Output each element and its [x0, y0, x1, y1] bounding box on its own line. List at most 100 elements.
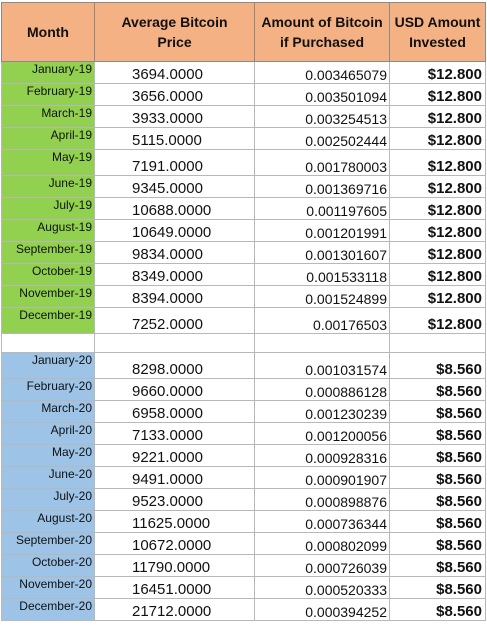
usd-invested-header[interactable]: USD Amount Invested [389, 2, 486, 62]
average-price-cell[interactable]: 8394.0000 [94, 285, 255, 308]
bitcoin-amount-cell[interactable]: 0.001200056 [254, 422, 390, 445]
month-cell[interactable]: December-19 [1, 307, 95, 334]
average-price-cell[interactable]: 9660.0000 [94, 378, 255, 401]
bitcoin-amount-header[interactable]: Amount of Bitcoin if Purchased [254, 2, 390, 62]
usd-invested-cell[interactable]: $12.800 [389, 307, 486, 334]
average-price-cell[interactable]: 8298.0000 [94, 352, 255, 379]
usd-invested-cell[interactable]: $12.800 [389, 83, 486, 106]
bitcoin-amount-cell[interactable]: 0.000901907 [254, 466, 390, 489]
empty-cell[interactable] [389, 333, 486, 353]
month-cell[interactable]: December-20 [1, 598, 95, 621]
month-header[interactable]: Month [1, 2, 95, 62]
bitcoin-amount-cell[interactable]: 0.000898876 [254, 488, 390, 511]
month-cell[interactable]: October-20 [1, 554, 95, 577]
usd-invested-cell[interactable]: $12.800 [389, 175, 486, 198]
month-cell[interactable]: July-19 [1, 197, 95, 220]
average-price-cell[interactable]: 3656.0000 [94, 83, 255, 106]
average-price-cell[interactable]: 9345.0000 [94, 175, 255, 198]
bitcoin-amount-cell[interactable]: 0.000802099 [254, 532, 390, 555]
month-cell[interactable]: November-20 [1, 576, 95, 599]
month-cell[interactable]: March-20 [1, 400, 95, 423]
empty-cell[interactable] [94, 333, 255, 353]
bitcoin-amount-cell[interactable]: 0.001780003 [254, 149, 390, 176]
usd-invested-cell[interactable]: $8.560 [389, 466, 486, 489]
month-cell[interactable]: May-19 [1, 149, 95, 176]
bitcoin-amount-cell[interactable]: 0.000736344 [254, 510, 390, 533]
usd-invested-cell[interactable]: $12.800 [389, 219, 486, 242]
average-price-cell[interactable]: 5115.0000 [94, 127, 255, 150]
average-price-cell[interactable]: 10649.0000 [94, 219, 255, 242]
month-cell[interactable]: October-19 [1, 263, 95, 286]
bitcoin-amount-cell[interactable]: 0.003501094 [254, 83, 390, 106]
month-cell[interactable]: September-20 [1, 532, 95, 555]
bitcoin-amount-cell[interactable]: 0.001201991 [254, 219, 390, 242]
average-price-cell[interactable]: 10688.0000 [94, 197, 255, 220]
month-cell[interactable]: August-19 [1, 219, 95, 242]
usd-invested-cell[interactable]: $8.560 [389, 444, 486, 467]
bitcoin-amount-cell[interactable]: 0.001369716 [254, 175, 390, 198]
average-price-cell[interactable]: 9491.0000 [94, 466, 255, 489]
bitcoin-amount-cell[interactable]: 0.000520333 [254, 576, 390, 599]
average-price-cell[interactable]: 8349.0000 [94, 263, 255, 286]
empty-cell[interactable] [254, 333, 390, 353]
usd-invested-cell[interactable]: $8.560 [389, 576, 486, 599]
average-price-cell[interactable]: 6958.0000 [94, 400, 255, 423]
average-price-cell[interactable]: 7252.0000 [94, 307, 255, 334]
usd-invested-cell[interactable]: $8.560 [389, 378, 486, 401]
usd-invested-cell[interactable]: $12.800 [389, 105, 486, 128]
usd-invested-cell[interactable]: $8.560 [389, 422, 486, 445]
usd-invested-cell[interactable]: $8.560 [389, 400, 486, 423]
bitcoin-amount-cell[interactable]: 0.000928316 [254, 444, 390, 467]
average-price-cell[interactable]: 7191.0000 [94, 149, 255, 176]
average-price-cell[interactable]: 21712.0000 [94, 598, 255, 621]
usd-invested-cell[interactable]: $12.800 [389, 241, 486, 264]
month-cell[interactable]: May-20 [1, 444, 95, 467]
usd-invested-cell[interactable]: $12.800 [389, 197, 486, 220]
average-price-cell[interactable]: 10672.0000 [94, 532, 255, 555]
month-cell[interactable]: January-20 [1, 352, 95, 379]
month-cell[interactable]: January-19 [1, 61, 95, 84]
usd-invested-cell[interactable]: $8.560 [389, 532, 486, 555]
bitcoin-amount-cell[interactable]: 0.00176503 [254, 307, 390, 334]
average-price-cell[interactable]: 16451.0000 [94, 576, 255, 599]
usd-invested-cell[interactable]: $12.800 [389, 61, 486, 84]
empty-cell[interactable] [1, 333, 95, 353]
month-cell[interactable]: February-20 [1, 378, 95, 401]
month-cell[interactable]: February-19 [1, 83, 95, 106]
average-price-cell[interactable]: 7133.0000 [94, 422, 255, 445]
bitcoin-amount-cell[interactable]: 0.003254513 [254, 105, 390, 128]
average-price-cell[interactable]: 9523.0000 [94, 488, 255, 511]
usd-invested-cell[interactable]: $8.560 [389, 554, 486, 577]
month-cell[interactable]: November-19 [1, 285, 95, 308]
average-price-cell[interactable]: 11790.0000 [94, 554, 255, 577]
usd-invested-cell[interactable]: $12.800 [389, 149, 486, 176]
usd-invested-cell[interactable]: $8.560 [389, 488, 486, 511]
average-price-cell[interactable]: 9834.0000 [94, 241, 255, 264]
usd-invested-cell[interactable]: $8.560 [389, 598, 486, 621]
bitcoin-amount-cell[interactable]: 0.001197605 [254, 197, 390, 220]
month-cell[interactable]: September-19 [1, 241, 95, 264]
month-cell[interactable]: June-19 [1, 175, 95, 198]
usd-invested-cell[interactable]: $12.800 [389, 263, 486, 286]
average-price-header[interactable]: Average Bitcoin Price [94, 2, 255, 62]
average-price-cell[interactable]: 3694.0000 [94, 61, 255, 84]
average-price-cell[interactable]: 11625.0000 [94, 510, 255, 533]
average-price-cell[interactable]: 9221.0000 [94, 444, 255, 467]
bitcoin-amount-cell[interactable]: 0.001031574 [254, 352, 390, 379]
month-cell[interactable]: March-19 [1, 105, 95, 128]
month-cell[interactable]: July-20 [1, 488, 95, 511]
month-cell[interactable]: April-19 [1, 127, 95, 150]
usd-invested-cell[interactable]: $8.560 [389, 510, 486, 533]
usd-invested-cell[interactable]: $12.800 [389, 285, 486, 308]
month-cell[interactable]: August-20 [1, 510, 95, 533]
usd-invested-cell[interactable]: $12.800 [389, 127, 486, 150]
bitcoin-amount-cell[interactable]: 0.000394252 [254, 598, 390, 621]
bitcoin-amount-cell[interactable]: 0.001533118 [254, 263, 390, 286]
bitcoin-amount-cell[interactable]: 0.000726039 [254, 554, 390, 577]
bitcoin-amount-cell[interactable]: 0.000886128 [254, 378, 390, 401]
month-cell[interactable]: June-20 [1, 466, 95, 489]
bitcoin-amount-cell[interactable]: 0.002502444 [254, 127, 390, 150]
bitcoin-amount-cell[interactable]: 0.001230239 [254, 400, 390, 423]
bitcoin-amount-cell[interactable]: 0.001524899 [254, 285, 390, 308]
month-cell[interactable]: April-20 [1, 422, 95, 445]
